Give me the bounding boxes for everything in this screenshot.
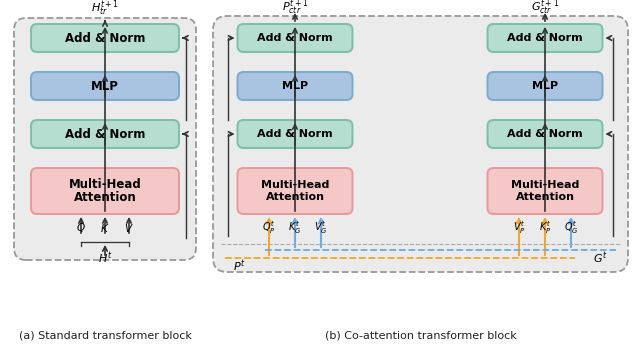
Text: Add & Norm: Add & Norm xyxy=(507,33,583,43)
Text: $Q_G^t$: $Q_G^t$ xyxy=(564,220,579,237)
FancyBboxPatch shape xyxy=(488,120,602,148)
Text: Multi-Head: Multi-Head xyxy=(511,180,579,190)
FancyBboxPatch shape xyxy=(488,72,602,100)
FancyBboxPatch shape xyxy=(14,18,196,260)
Text: MLP: MLP xyxy=(91,80,119,93)
FancyBboxPatch shape xyxy=(237,168,353,214)
FancyBboxPatch shape xyxy=(31,120,179,148)
Text: $V_G^t$: $V_G^t$ xyxy=(314,220,328,237)
Text: Add & Norm: Add & Norm xyxy=(257,129,333,139)
Text: Add & Norm: Add & Norm xyxy=(507,129,583,139)
FancyBboxPatch shape xyxy=(488,168,602,214)
Text: $G_{ctr}^{t+1}$: $G_{ctr}^{t+1}$ xyxy=(531,0,559,17)
FancyBboxPatch shape xyxy=(237,120,353,148)
FancyBboxPatch shape xyxy=(237,72,353,100)
Text: Add & Norm: Add & Norm xyxy=(65,31,145,44)
Text: $K$: $K$ xyxy=(100,222,109,234)
Text: $Q$: $Q$ xyxy=(76,221,86,234)
Text: $K_G^t$: $K_G^t$ xyxy=(289,220,301,237)
Text: Attention: Attention xyxy=(74,191,136,204)
Text: $V$: $V$ xyxy=(124,222,134,234)
Text: $H_{tr}^{t+1}$: $H_{tr}^{t+1}$ xyxy=(91,0,119,18)
Text: $Q_P^t$: $Q_P^t$ xyxy=(262,220,276,237)
Text: MLP: MLP xyxy=(532,81,558,91)
FancyBboxPatch shape xyxy=(488,24,602,52)
Text: Multi-Head: Multi-Head xyxy=(68,178,141,191)
FancyBboxPatch shape xyxy=(31,168,179,214)
Text: $V_P^t$: $V_P^t$ xyxy=(513,220,525,237)
FancyBboxPatch shape xyxy=(237,24,353,52)
Text: $H^t$: $H^t$ xyxy=(98,250,112,266)
Text: Multi-Head: Multi-Head xyxy=(261,180,329,190)
Text: $P_{ctr}^{t+1}$: $P_{ctr}^{t+1}$ xyxy=(282,0,308,17)
FancyBboxPatch shape xyxy=(213,16,628,272)
Text: Attention: Attention xyxy=(515,193,575,202)
Text: Add & Norm: Add & Norm xyxy=(257,33,333,43)
Text: MLP: MLP xyxy=(282,81,308,91)
FancyBboxPatch shape xyxy=(31,24,179,52)
Text: $G^t$: $G^t$ xyxy=(593,250,608,266)
FancyBboxPatch shape xyxy=(31,72,179,100)
Text: (a) Standard transformer block: (a) Standard transformer block xyxy=(19,331,191,341)
Text: (b) Co-attention transformer block: (b) Co-attention transformer block xyxy=(324,331,516,341)
Text: $K_P^t$: $K_P^t$ xyxy=(539,220,551,237)
Text: $P^t$: $P^t$ xyxy=(233,258,246,274)
Text: Add & Norm: Add & Norm xyxy=(65,127,145,140)
Text: Attention: Attention xyxy=(266,193,324,202)
